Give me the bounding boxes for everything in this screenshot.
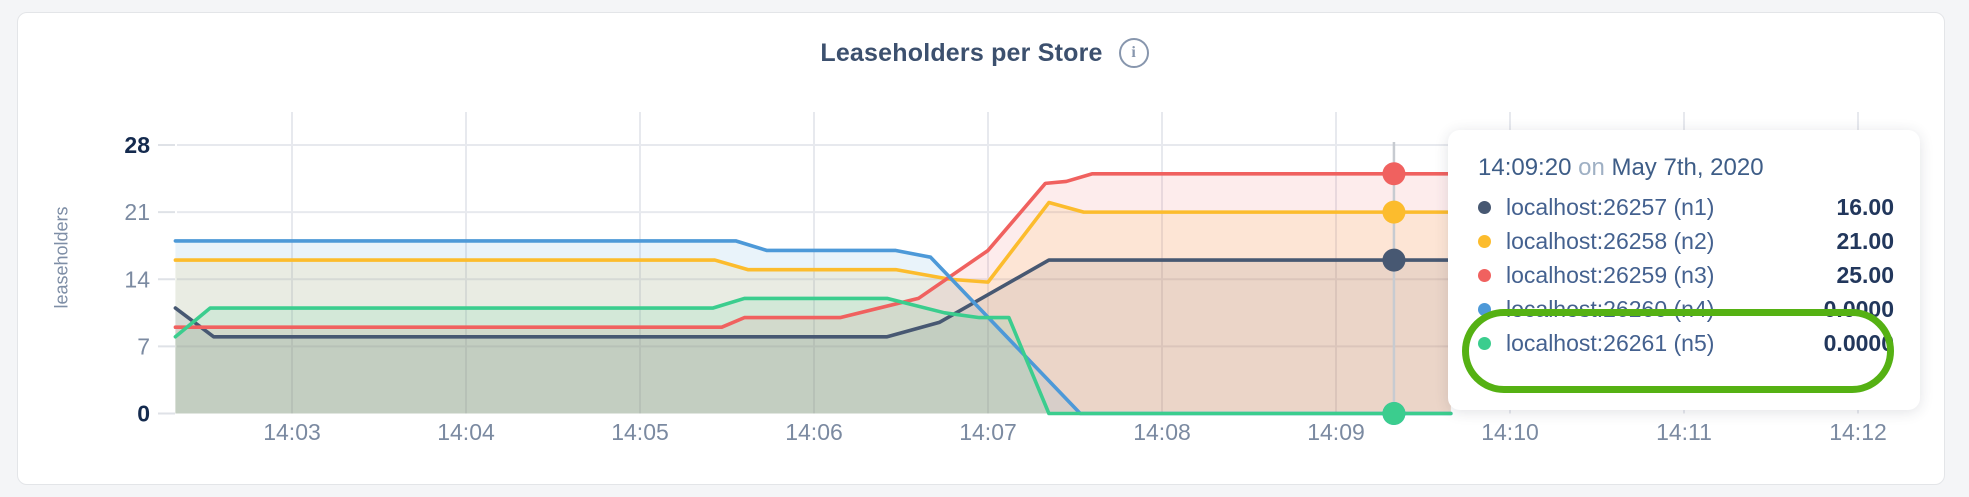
series-value-n2: 21.00 — [1836, 227, 1894, 254]
series-label-n1: localhost:26257 (n1) — [1506, 193, 1715, 220]
hover-marker-dot — [1382, 402, 1406, 425]
tooltip-row-n1: localhost:26257 (n1) 16.00 — [1478, 190, 1894, 224]
series-line — [173, 171, 1453, 329]
series-label-n2: localhost:26258 (n2) — [1506, 227, 1715, 254]
tooltip-on-word: on — [1578, 154, 1605, 181]
chart-tooltip: 14:09:20 on May 7th, 2020 localhost:2625… — [1448, 130, 1920, 410]
series-dot-n2 — [1478, 234, 1491, 248]
tooltip-time: 14:09:20 — [1478, 154, 1572, 181]
y-axis-tick-label: 21 — [124, 199, 150, 225]
y-axis-tick-label: 0 — [137, 401, 150, 427]
series-value-n3: 25.00 — [1836, 261, 1894, 288]
series-line — [173, 296, 1453, 416]
tooltip-row-n3: localhost:26259 (n3) 25.00 — [1478, 258, 1894, 292]
hover-marker-dot — [1382, 162, 1406, 186]
series-area — [175, 202, 1451, 414]
series-value-n1: 16.00 — [1836, 193, 1894, 220]
tooltip-row-n4: localhost:26260 (n4) 0.0000 — [1478, 292, 1894, 326]
series-value-n5: 0.0000 — [1823, 329, 1894, 356]
y-axis-tick-label: 28 — [124, 132, 150, 158]
tooltip-row-n2: localhost:26258 (n2) 21.00 — [1478, 224, 1894, 258]
x-axis-tick-label: 14:06 — [785, 419, 843, 445]
tooltip-date: May 7th, 2020 — [1611, 154, 1764, 181]
series-dot-n3 — [1478, 268, 1491, 282]
x-axis-tick-label: 14:11 — [1656, 419, 1712, 445]
x-axis-tick-label: 14:03 — [263, 419, 321, 445]
y-axis-tick-label: 7 — [137, 333, 150, 359]
hover-marker-dot — [1382, 248, 1406, 272]
series-area — [175, 173, 1451, 414]
hover-marker-dot — [1382, 200, 1406, 224]
tooltip-row-n5: localhost:26261 (n5) 0.0000 — [1478, 326, 1894, 360]
x-axis-tick-label: 14:10 — [1481, 419, 1539, 445]
series-dot-n5 — [1478, 336, 1491, 350]
series-label-n4: localhost:26260 (n4) — [1506, 295, 1715, 322]
series-area — [175, 240, 1451, 414]
x-axis-tick-label: 14:12 — [1829, 419, 1887, 445]
x-axis-tick-label: 14:08 — [1133, 419, 1191, 445]
series-line — [173, 258, 1453, 339]
series-dot-n4 — [1478, 302, 1491, 316]
x-axis-tick-label: 14:05 — [611, 419, 669, 445]
tooltip-timestamp: 14:09:20 on May 7th, 2020 — [1478, 154, 1894, 182]
series-label-n5: localhost:26261 (n5) — [1506, 329, 1715, 356]
series-label-n3: localhost:26259 (n3) — [1506, 261, 1715, 288]
chart-title: Leaseholders per Store — [820, 38, 1103, 67]
y-axis-tick-label: 14 — [124, 266, 150, 292]
series-value-n4: 0.0000 — [1823, 295, 1894, 322]
chart-header: Leaseholders per Store i — [0, 38, 1969, 68]
x-axis-tick-label: 14:07 — [959, 419, 1017, 445]
x-axis-tick-label: 14:04 — [437, 419, 495, 445]
series-dot-n1 — [1478, 200, 1491, 214]
x-axis-tick-label: 14:09 — [1307, 419, 1365, 445]
info-icon[interactable]: i — [1118, 38, 1149, 68]
